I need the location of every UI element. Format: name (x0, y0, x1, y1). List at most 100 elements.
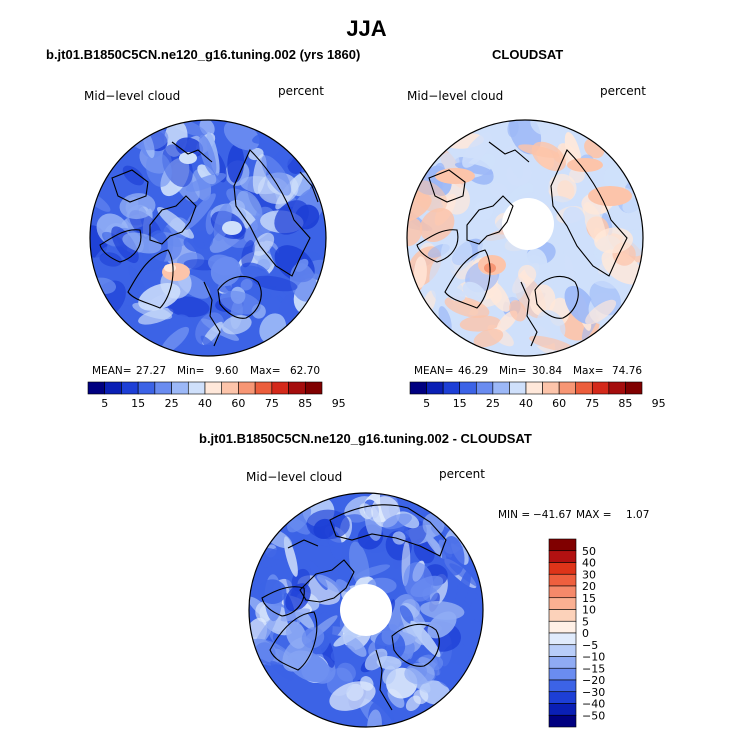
cloud-patch (240, 278, 253, 291)
model-max-value: 62.70 (290, 365, 321, 377)
model-mean-label: MEAN= (92, 365, 132, 377)
cloud-patch (145, 152, 172, 187)
cloud-patch (382, 665, 396, 685)
model-max-label: Max= (250, 365, 281, 377)
colorbar-box (548, 550, 577, 563)
colorbar-box (548, 620, 577, 634)
obs-mean-value: 46.29 (458, 365, 489, 377)
cloud-patch (489, 182, 509, 199)
colorbar-tick-label: 85 (618, 397, 632, 410)
colorbar-box (304, 381, 323, 395)
colorbar-box (525, 381, 543, 395)
colorbar-box (548, 597, 577, 610)
cloud-patch (261, 155, 292, 196)
cloud-patch (392, 531, 406, 545)
colorbar-tick-label: 60 (552, 397, 566, 410)
colorbar-box (548, 609, 577, 622)
colorbar-tick-label: −10 (582, 651, 605, 664)
cloud-patch (509, 300, 527, 322)
cloud-patch (427, 611, 457, 639)
cloud-patch (403, 562, 434, 602)
cloud-patch (287, 505, 312, 533)
obs-panel-title: CLOUDSAT (492, 47, 564, 62)
colorbar-box (171, 381, 189, 395)
cloud-patch (289, 263, 317, 302)
obs-mean-label: MEAN= (414, 365, 454, 377)
diff-polar-map (248, 492, 484, 728)
colorbar-box (187, 381, 206, 395)
cloud-patch (407, 195, 432, 223)
colorbar-box (548, 703, 577, 716)
colorbar-tick-label: 15 (582, 592, 596, 605)
colorbar-tick-label: 40 (582, 557, 596, 570)
colorbar-box (409, 381, 427, 395)
colorbar-tick-label: 60 (231, 397, 245, 410)
model-units-label: percent (278, 84, 324, 98)
colorbar-tick-label: 40 (198, 397, 212, 410)
colorbar-tick-label: 30 (582, 568, 596, 581)
colorbar-tick-label: 15 (453, 397, 467, 410)
cloud-patch (122, 232, 162, 254)
colorbar-tick-label: 5 (423, 397, 430, 410)
cloud-patch (407, 217, 423, 247)
colorbar-tick-label: 75 (265, 397, 279, 410)
cloud-patch (252, 275, 298, 292)
colorbar-box (542, 381, 560, 395)
cloud-patch (562, 206, 586, 230)
colorbar-box (548, 691, 577, 704)
colorbar-box (548, 667, 577, 681)
diff-min-label: MIN = (498, 509, 531, 521)
colorbar-tick-label: 20 (582, 580, 596, 593)
cloud-patch (270, 660, 294, 681)
colorbar-box (137, 381, 156, 395)
colorbar-box (591, 381, 610, 395)
cloud-patch (329, 681, 376, 711)
colorbar-box (121, 381, 139, 395)
cloud-patch (462, 132, 492, 168)
cloud-patch (410, 620, 441, 658)
cloud-patch (252, 232, 275, 256)
cloud-patch (179, 152, 197, 164)
cloud-patch (438, 306, 452, 333)
cloud-patch (444, 296, 490, 318)
cloud-patch (164, 264, 176, 272)
cloud-patch (381, 624, 400, 645)
colorbar-box (154, 381, 172, 395)
colorbar-box (221, 381, 239, 395)
colorbar-tick-label: −20 (582, 674, 605, 687)
cloud-patch (564, 255, 575, 281)
cloud-patch (399, 605, 414, 624)
cloud-patch (473, 328, 504, 348)
model-mean-value: 27.27 (136, 365, 167, 377)
page-title: JJA (346, 16, 387, 41)
colorbar-box (548, 679, 577, 693)
model-panel-title: b.jt01.B1850C5CN.ne120_g16.tuning.002 (y… (46, 47, 361, 62)
cloud-patch (280, 608, 311, 622)
cloud-patch (199, 134, 217, 176)
obs-min-label: Min= (499, 365, 527, 377)
colorbar-box (271, 381, 289, 395)
diff-panel-title: b.jt01.B1850C5CN.ne120_g16.tuning.002 - … (199, 431, 532, 446)
cloud-patch (435, 168, 475, 184)
cloud-patch (355, 564, 391, 578)
cloud-patch (222, 221, 242, 235)
colorbar-box (548, 644, 577, 657)
cloud-patch (469, 595, 483, 622)
model-min-value: 9.60 (215, 365, 239, 377)
colorbar-box (475, 381, 494, 395)
colorbar-box (575, 381, 593, 395)
cloud-patch (274, 200, 309, 235)
obs-polar-map (406, 119, 644, 357)
cloud-patch (422, 512, 445, 537)
cloud-patch (122, 165, 145, 186)
obs-max-value: 74.76 (612, 365, 643, 377)
cloud-patch (414, 256, 427, 288)
colorbar-box (625, 381, 643, 395)
diff-max-value: 1.07 (626, 509, 650, 521)
cloud-patch (175, 137, 204, 158)
cloud-patch (160, 326, 190, 354)
cloud-patch (531, 141, 566, 172)
colorbar-tick-label: 25 (486, 397, 500, 410)
